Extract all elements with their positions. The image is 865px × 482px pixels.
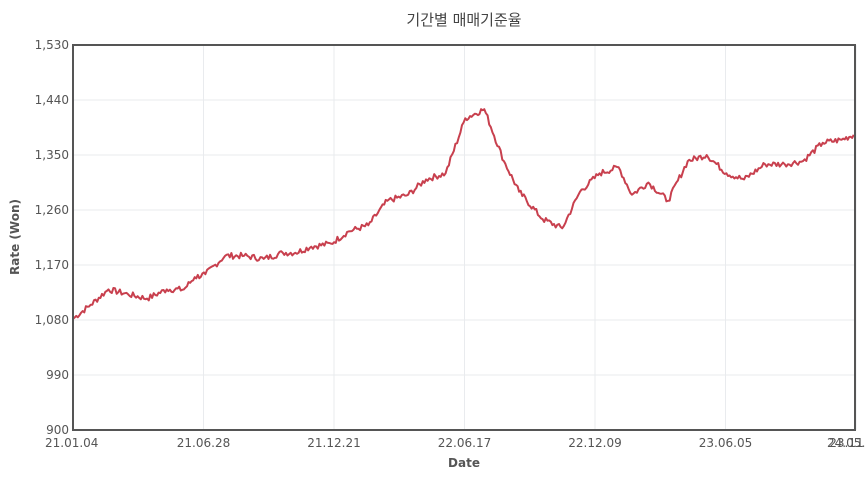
y-tick-label: 1,440 [35, 93, 69, 107]
y-tick-label: 1,530 [35, 38, 69, 52]
x-tick-label: 22.06.17 [438, 436, 491, 450]
chart-title: 기간별 매매기준율 [406, 11, 521, 29]
x-axis-ticks: 21.01.04 21.06.28 21.12.21 22.06.17 22.12.09… [45, 436, 865, 450]
x-tick-label: 23.11.29 [829, 436, 865, 450]
x-tick-label: 21.12.21 [307, 436, 360, 450]
series-line-rate [72, 108, 855, 320]
x-tick-label: 21.01.04 [45, 436, 98, 450]
y-tick-label: 1,350 [35, 148, 69, 162]
x-axis-title: Date [448, 456, 480, 470]
y-axis-title: Rate (Won) [8, 199, 22, 275]
x-tick-label: 21.06.28 [177, 436, 230, 450]
y-tick-label: 990 [46, 368, 69, 382]
y-axis-ticks: 900 990 1,080 1,170 1,260 1,350 1,440 1,530 [35, 38, 69, 437]
x-tick-label: 23.06.05 [699, 436, 752, 450]
y-tick-label: 1,260 [35, 203, 69, 217]
y-tick-label: 1,080 [35, 313, 69, 327]
x-tick-label: 24.05.2 [827, 436, 865, 450]
x-tick-label: 22.12.09 [568, 436, 621, 450]
plot-frame [72, 44, 856, 431]
y-tick-label: 900 [46, 423, 69, 437]
grid-layer [72, 44, 857, 431]
y-tick-label: 1,170 [35, 258, 69, 272]
